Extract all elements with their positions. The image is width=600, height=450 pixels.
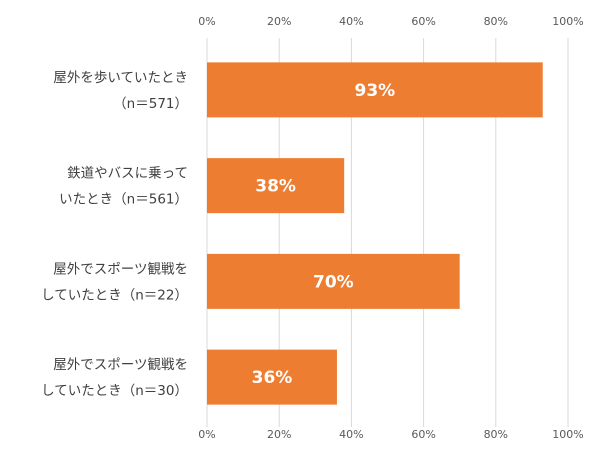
bar xyxy=(207,62,543,118)
category-label: していたとき（n＝30） xyxy=(41,383,188,399)
x-tick-label-top: 20% xyxy=(267,15,291,28)
category-label: 屋外でスポーツ観戦を xyxy=(53,260,188,277)
x-tick-label-top: 40% xyxy=(339,15,363,28)
data-label: 36% xyxy=(252,368,293,388)
x-tick-label-bottom: 60% xyxy=(411,428,435,441)
x-tick-label-top: 60% xyxy=(411,15,435,28)
x-tick-label-top: 0% xyxy=(198,15,215,28)
category-label: 屋外を歩いていたとき xyxy=(53,70,188,86)
x-tick-label-bottom: 100% xyxy=(552,428,583,441)
x-tick-label-bottom: 20% xyxy=(267,428,291,441)
category-label: していたとき（n＝22） xyxy=(41,287,188,303)
category-label: （n＝571） xyxy=(113,96,188,112)
bar xyxy=(207,253,460,309)
data-label: 38% xyxy=(255,177,296,197)
x-tick-label-bottom: 40% xyxy=(339,428,363,441)
category-label: 鉄道やバスに乗って xyxy=(67,166,188,182)
bar xyxy=(207,349,337,405)
bar xyxy=(207,158,345,214)
x-tick-label-bottom: 80% xyxy=(484,428,508,441)
category-label: いたとき（n＝561） xyxy=(59,192,188,208)
x-tick-label-top: 100% xyxy=(552,15,583,28)
data-label: 93% xyxy=(355,81,396,101)
x-tick-label-bottom: 0% xyxy=(198,428,215,441)
category-label: 屋外でスポーツ観戦を xyxy=(53,356,188,373)
x-tick-label-top: 80% xyxy=(484,15,508,28)
data-label: 70% xyxy=(313,272,354,292)
